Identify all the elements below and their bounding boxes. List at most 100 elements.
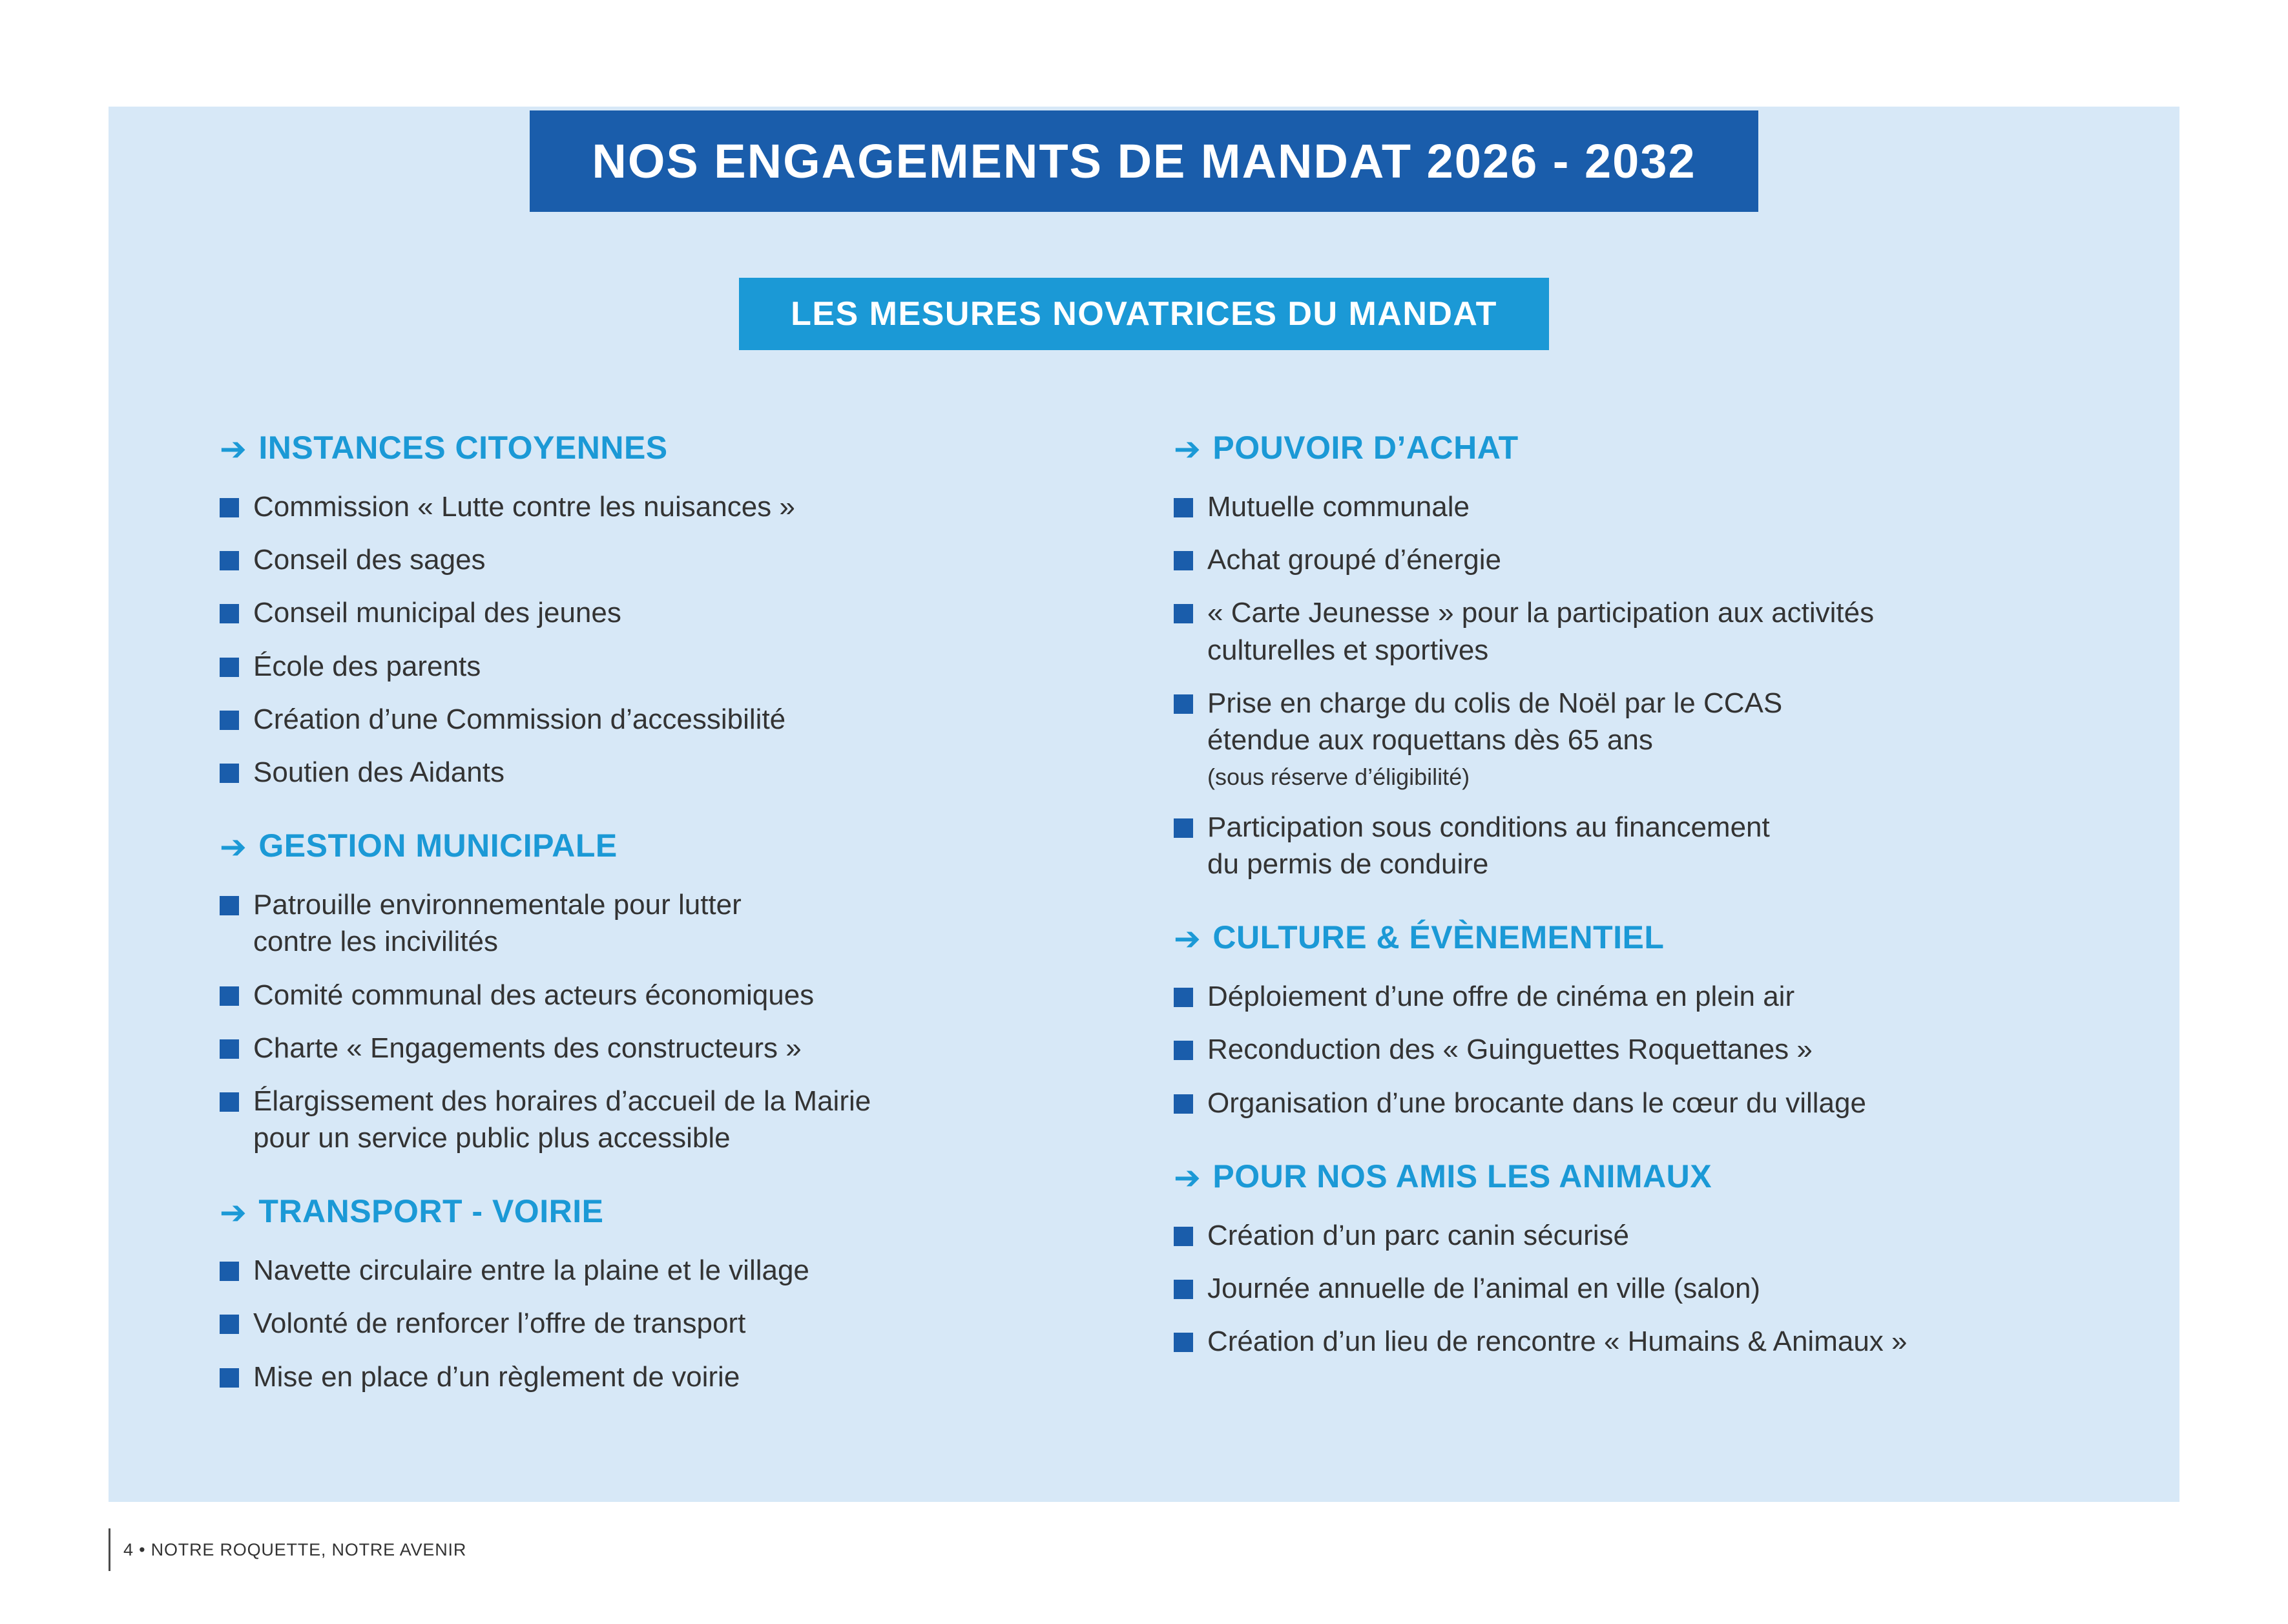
section-heading-text: CULTURE & ÉVÈNEMENTIEL: [1212, 919, 1665, 956]
arrow-icon: ➔: [220, 431, 247, 467]
bullet-icon: [220, 1092, 239, 1112]
section: ➔ TRANSPORT - VOIRIE Navette circulaire en…: [220, 1192, 1128, 1395]
item-text-wrap: Patrouille environnementale pour lutter …: [253, 886, 742, 960]
item-list: Déploiement d’une offre de cinéma en ple…: [1174, 978, 2083, 1121]
item-text-wrap: Soutien des Aidants: [253, 754, 504, 791]
item-text-wrap: Mutuelle communale: [1207, 488, 1470, 525]
arrow-icon: ➔: [220, 1194, 247, 1231]
section: ➔ INSTANCES CITOYENNES Commission « Lutte …: [220, 429, 1128, 791]
list-item: Comité communal des acteurs économiques: [220, 977, 1128, 1014]
bullet-icon: [220, 551, 239, 571]
item-text-wrap: Volonté de renforcer l’offre de transpor…: [253, 1305, 745, 1342]
bullet-icon: [220, 986, 239, 1006]
list-item: Conseil des sages: [220, 541, 1128, 578]
section-heading-text: GESTION MUNICIPALE: [258, 828, 618, 864]
section-heading: ➔ GESTION MUNICIPALE: [220, 827, 1128, 866]
item-text-wrap: Création d’une Commission d’accessibilit…: [253, 701, 785, 738]
item-list: Commission « Lutte contre les nuisances …: [220, 488, 1128, 791]
bullet-icon: [220, 657, 239, 677]
list-item: Mutuelle communale: [1174, 488, 2083, 525]
item-text: Prise en charge du colis de Noël par le …: [1207, 687, 1783, 756]
item-text-wrap: Journée annuelle de l’animal en ville (s…: [1207, 1270, 1760, 1307]
arrow-icon: ➔: [1174, 431, 1201, 467]
column-left: ➔ INSTANCES CITOYENNES Commission « Lutte …: [220, 429, 1128, 1411]
item-text: Navette circulaire entre la plaine et le…: [253, 1254, 809, 1287]
bullet-icon: [220, 710, 239, 730]
item-text-wrap: Achat groupé d’énergie: [1207, 541, 1501, 578]
content-panel: NOS ENGAGEMENTS DE MANDAT 2026 - 2032 LE…: [109, 107, 2179, 1502]
section-heading: ➔ INSTANCES CITOYENNES: [220, 429, 1128, 467]
columns: ➔ INSTANCES CITOYENNES Commission « Lutte …: [109, 350, 2179, 1411]
bullet-icon: [1174, 1094, 1193, 1114]
list-item: Volonté de renforcer l’offre de transpor…: [220, 1305, 1128, 1342]
bullet-icon: [220, 896, 239, 916]
bullet-icon: [1174, 1280, 1193, 1300]
item-text-wrap: Commission « Lutte contre les nuisances …: [253, 488, 795, 525]
item-text: Participation sous conditions au finance…: [1207, 811, 1770, 880]
list-item: Participation sous conditions au finance…: [1174, 809, 2083, 882]
list-item: Déploiement d’une offre de cinéma en ple…: [1174, 978, 2083, 1015]
item-text: « Carte Jeunesse » pour la participation…: [1207, 597, 1875, 666]
arrow-icon: ➔: [1174, 921, 1201, 957]
item-list: Mutuelle communale Achat groupé d’énergie…: [1174, 488, 2083, 882]
list-item: Commission « Lutte contre les nuisances …: [220, 488, 1128, 525]
section-heading: ➔ POUR NOS AMIS LES ANIMAUX: [1174, 1158, 2083, 1196]
arrow-icon: ➔: [1174, 1159, 1201, 1196]
item-text: Création d’un parc canin sécurisé: [1207, 1219, 1630, 1251]
item-text-wrap: Organisation d’une brocante dans le cœur…: [1207, 1085, 1866, 1121]
arrow-icon: ➔: [220, 829, 247, 866]
item-text: Conseil des sages: [253, 544, 486, 576]
section: ➔ POUR NOS AMIS LES ANIMAUX Création d’un …: [1174, 1158, 2083, 1360]
bullet-icon: [220, 1039, 239, 1059]
item-list: Navette circulaire entre la plaine et le…: [220, 1252, 1128, 1395]
item-text: Conseil municipal des jeunes: [253, 597, 621, 629]
item-list: Patrouille environnementale pour lutter …: [220, 886, 1128, 1156]
item-text: Mutuelle communale: [1207, 491, 1470, 523]
list-item: Conseil municipal des jeunes: [220, 594, 1128, 631]
list-item: « Carte Jeunesse » pour la participation…: [1174, 594, 2083, 668]
list-item: Mise en place d’un règlement de voirie: [220, 1359, 1128, 1395]
section-heading: ➔ POUVOIR D’ACHAT: [1174, 429, 2083, 467]
item-text: Commission « Lutte contre les nuisances …: [253, 491, 795, 523]
section-heading-text: POUVOIR D’ACHAT: [1212, 430, 1519, 466]
section-heading: ➔ TRANSPORT - VOIRIE: [220, 1192, 1128, 1231]
bullet-icon: [1174, 604, 1193, 624]
list-item: Reconduction des « Guinguettes Roquettan…: [1174, 1031, 2083, 1068]
item-text: Création d’un lieu de rencontre « Humain…: [1207, 1326, 1908, 1358]
list-item: Navette circulaire entre la plaine et le…: [220, 1252, 1128, 1289]
subtitle-banner: LES MESURES NOVATRICES DU MANDAT: [739, 278, 1549, 350]
item-text-wrap: Comité communal des acteurs économiques: [253, 977, 814, 1014]
list-item: Organisation d’une brocante dans le cœur…: [1174, 1085, 2083, 1121]
bullet-icon: [220, 498, 239, 517]
item-text-wrap: Conseil municipal des jeunes: [253, 594, 621, 631]
item-text: École des parents: [253, 650, 481, 682]
item-note: (sous réserve d’éligibilité): [1207, 764, 1470, 791]
page-title: NOS ENGAGEMENTS DE MANDAT 2026 - 2032: [592, 134, 1696, 188]
list-item: Achat groupé d’énergie: [1174, 541, 2083, 578]
item-text: Création d’une Commission d’accessibilit…: [253, 703, 786, 735]
list-item: Élargissement des horaires d’accueil de …: [220, 1083, 1128, 1156]
item-text-wrap: Charte « Engagements des constructeurs »: [253, 1030, 802, 1067]
item-list: Création d’un parc canin sécurisé Journée…: [1174, 1217, 2083, 1360]
item-text: Patrouille environnementale pour lutter …: [253, 889, 742, 958]
item-text: Déploiement d’une offre de cinéma en ple…: [1207, 981, 1795, 1013]
list-item: Création d’une Commission d’accessibilit…: [220, 701, 1128, 738]
item-text-wrap: « Carte Jeunesse » pour la participation…: [1207, 594, 1874, 668]
bullet-icon: [1174, 1041, 1193, 1061]
list-item: Prise en charge du colis de Noël par le …: [1174, 685, 2083, 793]
item-text: Organisation d’une brocante dans le cœur…: [1207, 1087, 1866, 1119]
list-item: Charte « Engagements des constructeurs »: [220, 1030, 1128, 1067]
item-text: Mise en place d’un règlement de voirie: [253, 1360, 740, 1393]
section-heading: ➔ CULTURE & ÉVÈNEMENTIEL: [1174, 919, 2083, 957]
list-item: Création d’un parc canin sécurisé: [1174, 1217, 2083, 1254]
bullet-icon: [220, 1368, 239, 1388]
section: ➔ CULTURE & ÉVÈNEMENTIEL Déploiement d’une…: [1174, 919, 2083, 1121]
bullet-icon: [1174, 551, 1193, 571]
bullet-icon: [220, 604, 239, 624]
item-text-wrap: Conseil des sages: [253, 541, 486, 578]
item-text-wrap: Reconduction des « Guinguettes Roquettan…: [1207, 1031, 1813, 1068]
item-text: Soutien des Aidants: [253, 756, 504, 788]
section: ➔ GESTION MUNICIPALE Patrouille environnem…: [220, 827, 1128, 1156]
bullet-icon: [220, 763, 239, 783]
item-text-wrap: Navette circulaire entre la plaine et le…: [253, 1252, 809, 1289]
